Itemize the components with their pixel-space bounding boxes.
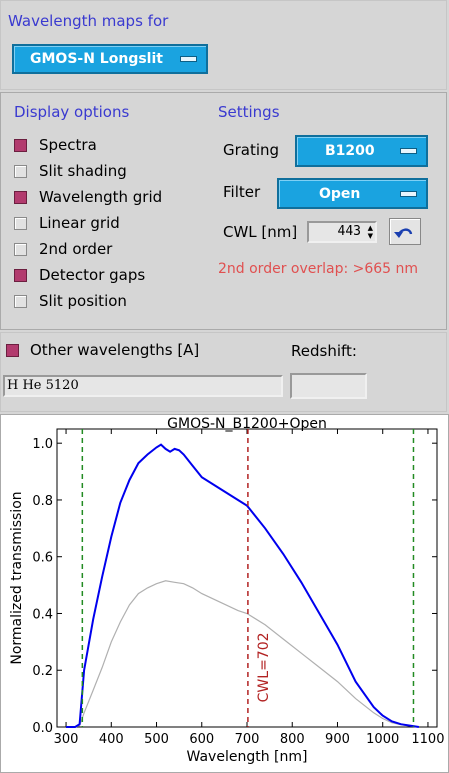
display-options-heading: Display options [14, 103, 130, 121]
x-tick-label: 1000 [366, 732, 399, 747]
checkbox-2nd-order[interactable]: 2nd order [14, 239, 112, 259]
y-tick-label: 0.8 [32, 494, 53, 509]
redshift-input[interactable] [290, 373, 367, 399]
cwl-spinbox[interactable]: 443 ▲ ▼ [307, 221, 377, 243]
series-line-0 [66, 443, 420, 728]
checkbox-label: Slit position [39, 292, 127, 310]
checkbox-label: Slit shading [39, 162, 127, 180]
instrument-select[interactable]: GMOS-N Longslit [12, 44, 208, 74]
page-title: Wavelength maps for [8, 12, 169, 30]
checkbox-mark [14, 294, 27, 308]
other-wavelengths-value: H He 5120 [7, 378, 79, 393]
y-tick-label: 1.0 [32, 437, 53, 452]
x-tick-label: 1100 [411, 732, 444, 747]
plot-frame [56, 428, 438, 728]
cwl-value: 443 [337, 224, 361, 239]
other-wavelengths-label: Other wavelengths [A] [30, 341, 200, 359]
other-wavelengths-input[interactable]: H He 5120 [3, 375, 283, 397]
settings-heading: Settings [218, 103, 280, 121]
checkbox-mark [14, 190, 27, 204]
grating-select-value: B1200 [325, 143, 375, 159]
filter-select[interactable]: Open [277, 178, 428, 209]
undo-icon [394, 228, 413, 238]
filter-label: Filter [223, 183, 261, 201]
checkbox-mark [6, 343, 19, 357]
checkbox-label: Spectra [39, 136, 97, 154]
checkbox-mark [14, 138, 27, 152]
spin-up-icon[interactable]: ▲ [367, 224, 373, 232]
x-tick-label: 700 [235, 732, 260, 747]
x-tick-label: 500 [144, 732, 169, 747]
chart-title: GMOS-N_B1200+Open [167, 416, 327, 432]
plot-panel: GMOS-N_B1200+Open 300 400 500 600 700 800 900 10… [0, 414, 449, 773]
checkbox-mark [14, 242, 27, 256]
checkbox-spectra[interactable]: Spectra [14, 135, 97, 155]
checkbox-wavelength-grid[interactable]: Wavelength grid [14, 187, 162, 207]
y-tick-label: 0.4 [32, 607, 53, 622]
y-axis-label: Normalized transmission [9, 491, 25, 664]
x-tick-label: 900 [325, 732, 350, 747]
y-tick-label: 0.0 [32, 721, 53, 736]
grating-label: Grating [223, 141, 280, 159]
checkbox-linear-grid[interactable]: Linear grid [14, 213, 120, 233]
reset-cwl-button[interactable] [389, 218, 421, 245]
overlap-warning: 2nd order overlap: >665 nm [218, 261, 419, 277]
x-tick-label: 800 [280, 732, 305, 747]
checkbox-slit-shading[interactable]: Slit shading [14, 161, 127, 181]
y-tick-label: 0.6 [32, 551, 53, 566]
chevron-down-icon [400, 190, 417, 197]
x-tick-label: 600 [189, 732, 214, 747]
checkbox-mark [14, 216, 27, 230]
checkbox-mark [14, 164, 27, 178]
chevron-down-icon [180, 56, 197, 62]
x-tick-label: 300 [54, 732, 79, 747]
checkbox-mark [14, 268, 27, 282]
spin-down-icon[interactable]: ▼ [367, 232, 373, 240]
checkbox-slit-position[interactable]: Slit position [14, 291, 127, 311]
x-tick-label: 400 [99, 732, 124, 747]
checkbox-label: Detector gaps [39, 266, 146, 284]
filter-select-value: Open [319, 185, 361, 202]
instrument-section: Wavelength maps for GMOS-N Longslit [0, 0, 447, 90]
cwl-annotation: CWL=702 [256, 632, 272, 702]
y-tick-label: 0.2 [32, 664, 53, 679]
checkbox-label: Linear grid [39, 214, 120, 232]
transmission-chart: GMOS-N_B1200+Open 300 400 500 600 700 800 900 10… [9, 416, 444, 765]
cwl-label: CWL [nm] [223, 223, 298, 241]
options-section: Display options Spectra Slit shading Wavel… [0, 92, 447, 330]
instrument-select-value: GMOS-N Longslit [30, 51, 163, 67]
checkbox-label: Wavelength grid [39, 188, 163, 206]
chevron-down-icon [400, 148, 417, 154]
grating-select[interactable]: B1200 [295, 135, 428, 167]
checkbox-detector-gaps[interactable]: Detector gaps [14, 265, 145, 285]
redshift-label: Redshift: [291, 342, 357, 360]
other-wavelengths-checkbox[interactable]: Other wavelengths [A] [6, 340, 199, 360]
checkbox-label: 2nd order [39, 240, 113, 258]
series-line-1 [66, 580, 419, 728]
other-wavelengths-section: Other wavelengths [A] Redshift: H He 512… [0, 332, 447, 412]
x-axis-label: Wavelength [nm] [187, 749, 308, 765]
